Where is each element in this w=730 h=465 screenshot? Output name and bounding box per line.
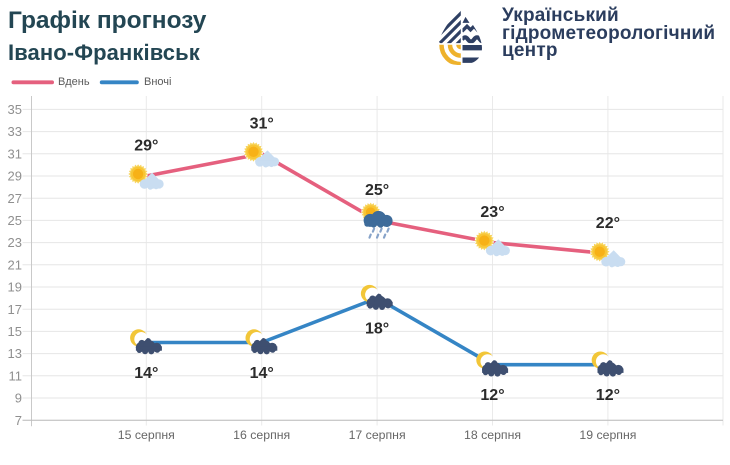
svg-text:35: 35: [8, 102, 22, 117]
svg-text:12°: 12°: [480, 387, 504, 404]
svg-text:31°: 31°: [250, 115, 274, 132]
svg-text:19 серпня: 19 серпня: [579, 428, 636, 442]
svg-text:27: 27: [8, 191, 22, 206]
svg-text:12°: 12°: [596, 387, 620, 404]
svg-text:22°: 22°: [596, 215, 620, 232]
svg-text:14°: 14°: [250, 365, 274, 382]
svg-text:21: 21: [8, 257, 22, 272]
svg-text:25: 25: [8, 213, 22, 228]
svg-text:16 серпня: 16 серпня: [233, 428, 290, 442]
svg-text:19: 19: [8, 280, 22, 295]
svg-text:9: 9: [15, 391, 22, 406]
svg-text:17: 17: [8, 302, 22, 317]
svg-text:25°: 25°: [365, 182, 389, 199]
svg-text:18 серпня: 18 серпня: [464, 428, 521, 442]
svg-text:29°: 29°: [134, 138, 158, 155]
svg-text:18°: 18°: [365, 321, 389, 338]
svg-text:23°: 23°: [480, 204, 504, 221]
svg-text:15: 15: [8, 324, 22, 339]
svg-text:Вночі: Вночі: [144, 76, 171, 88]
svg-text:23: 23: [8, 235, 22, 250]
svg-text:13: 13: [8, 346, 22, 361]
svg-text:33: 33: [8, 124, 22, 139]
svg-text:11: 11: [9, 368, 23, 383]
svg-text:17 серпня: 17 серпня: [349, 428, 406, 442]
svg-text:31: 31: [8, 146, 22, 161]
svg-text:29: 29: [8, 169, 22, 184]
svg-text:7: 7: [15, 413, 22, 428]
svg-text:15 серпня: 15 серпня: [118, 428, 175, 442]
svg-text:14°: 14°: [134, 365, 158, 382]
svg-text:Вдень: Вдень: [58, 76, 90, 88]
